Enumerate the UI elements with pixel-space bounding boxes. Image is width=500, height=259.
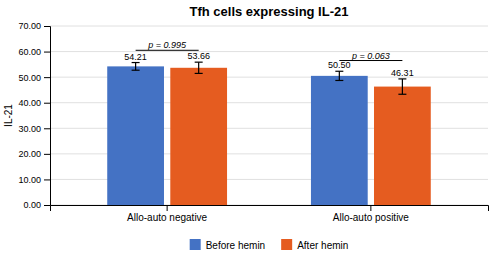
tick-label: 70.00 — [18, 21, 41, 31]
tick: 70.00 — [18, 21, 50, 31]
data-label: 46.31 — [391, 68, 414, 78]
chart-container: 0.00 10.00 20.00 30.00 40.00 50.00 60.00 70.00 A… — [0, 0, 500, 259]
error-bar — [335, 71, 343, 80]
tick-mark — [44, 179, 50, 180]
data-label: 53.66 — [187, 51, 210, 61]
tick-mark — [44, 205, 50, 206]
tick-mark — [44, 154, 50, 155]
tick-label: 20.00 — [18, 149, 41, 159]
tick: 30.00 — [18, 124, 50, 134]
error-line — [402, 79, 403, 94]
error-bar — [132, 63, 140, 71]
data-label: 50.50 — [328, 60, 351, 70]
tick: Allo-auto positive — [333, 205, 410, 223]
legend-label: Before hemin — [206, 240, 265, 251]
tick-label: Allo-auto negative — [127, 212, 207, 223]
tick: 0.00 — [23, 200, 50, 210]
tick-mark — [167, 205, 168, 211]
tick-mark — [44, 128, 50, 129]
tick-label: 30.00 — [18, 124, 41, 134]
legend-item: Before hemin — [190, 239, 265, 251]
axis-line — [51, 206, 489, 212]
tick-label: 0.00 — [23, 200, 41, 210]
error-cap — [398, 78, 406, 79]
y-axis: 0.00 10.00 20.00 30.00 40.00 50.00 60.00 70.00 — [18, 21, 50, 210]
error-bar — [195, 62, 203, 73]
tick: 10.00 — [18, 175, 50, 185]
legend-swatch — [190, 239, 201, 250]
grid-line — [50, 51, 488, 52]
error-cap — [132, 70, 140, 71]
error-bar — [398, 79, 406, 94]
bar — [311, 76, 368, 205]
tick-label: 10.00 — [18, 175, 41, 185]
bar — [170, 68, 227, 205]
tick-label: 50.00 — [18, 73, 41, 83]
tick-label: 60.00 — [18, 47, 41, 57]
data-labels: 54.21 53.66 50.50 46.31 p = 0.995 p = 0.063 — [124, 40, 413, 78]
error-cap — [335, 71, 343, 72]
plot-area — [107, 50, 431, 205]
tick-mark — [44, 26, 50, 27]
legend-label: After hemin — [297, 240, 348, 251]
title: Tfh cells expressing IL-21 — [190, 4, 349, 19]
error-line — [339, 71, 340, 80]
tick-mark — [44, 77, 50, 78]
annotation: p = 0.995 — [147, 40, 187, 50]
error-line — [198, 62, 199, 73]
tick-mark — [44, 103, 50, 104]
legend-item: After hemin — [281, 239, 348, 251]
tick: Allo-auto negative — [127, 205, 207, 223]
grid-line — [50, 26, 488, 27]
legend-swatch — [281, 239, 292, 250]
chart: 0.00 10.00 20.00 30.00 40.00 50.00 60.00 70.00 A… — [0, 0, 500, 259]
error-cap — [132, 62, 140, 63]
grid — [50, 26, 488, 205]
error-cap — [195, 73, 203, 74]
tick-mark — [44, 52, 50, 53]
tick-label: Allo-auto positive — [333, 212, 410, 223]
error-cap — [195, 62, 203, 63]
bar — [107, 66, 164, 205]
error-line — [135, 63, 136, 71]
tick: 20.00 — [18, 149, 50, 159]
error-cap — [398, 94, 406, 95]
axis-line — [44, 27, 51, 206]
tick-mark — [370, 205, 371, 211]
tick: 40.00 — [18, 98, 50, 108]
axis-title: IL-21 — [3, 104, 14, 127]
legend: Before hemin After hemin — [190, 239, 349, 251]
tick: 60.00 — [18, 47, 50, 57]
tick: 50.00 — [18, 73, 50, 83]
bar — [374, 87, 431, 205]
error-cap — [335, 80, 343, 81]
tick-label: 40.00 — [18, 98, 41, 108]
annotation: p = 0.063 — [351, 51, 390, 61]
data-label: 54.21 — [124, 52, 147, 62]
x-axis: Allo-auto negative Allo-auto positive — [51, 205, 489, 223]
